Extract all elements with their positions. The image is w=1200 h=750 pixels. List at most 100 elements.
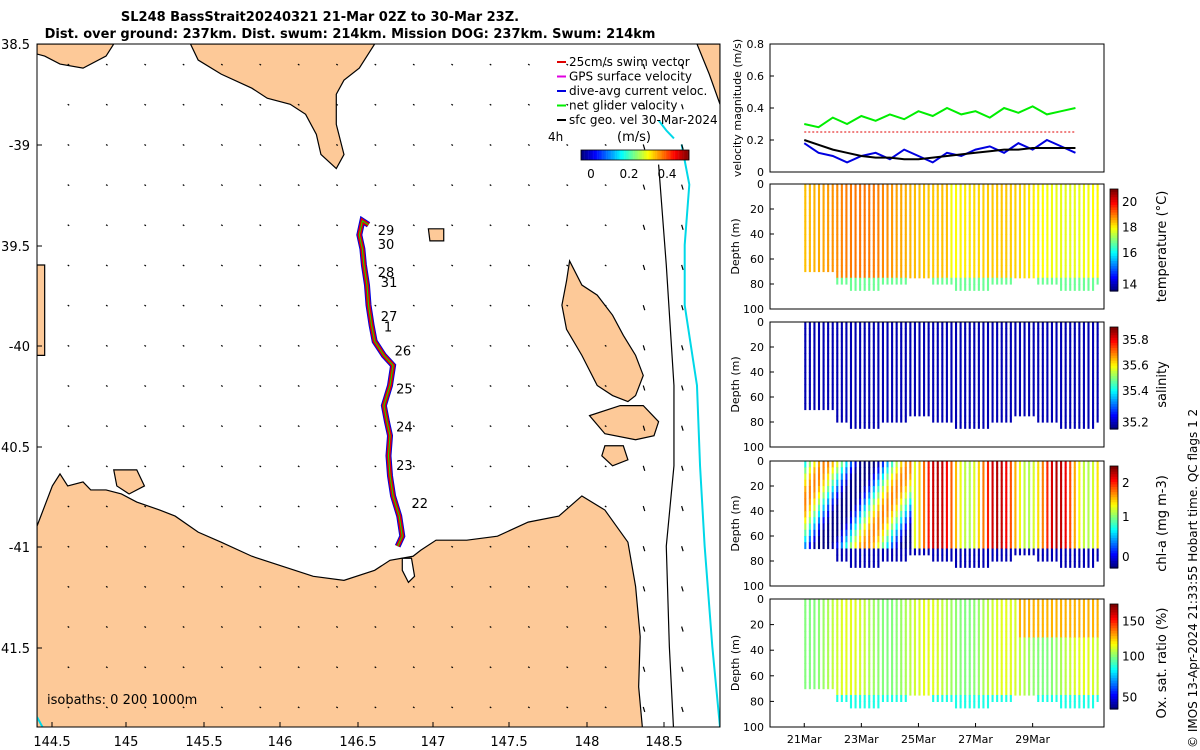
section-cell [859, 252, 862, 260]
section-cell [808, 322, 811, 329]
velocity-arrow [489, 344, 492, 347]
section-cell [863, 372, 866, 379]
section-cell [1023, 384, 1026, 392]
section-cell [1028, 492, 1031, 500]
section-cell [1092, 227, 1095, 235]
section-cell [1028, 618, 1031, 626]
section-cell [804, 479, 807, 487]
section-cell [840, 271, 843, 279]
section-cell [1032, 631, 1035, 638]
section-cell [1078, 486, 1081, 493]
velocity-arrow [566, 465, 569, 468]
section-cell [927, 246, 930, 254]
section-cell [1041, 372, 1044, 379]
section-cell [904, 517, 907, 525]
velocity-arrow [412, 385, 415, 387]
colorbar-cell [1110, 378, 1118, 382]
velocity-arrow [527, 385, 530, 387]
section-cell [1009, 473, 1012, 481]
map-colorbar-cell [611, 150, 614, 160]
section-cell [1082, 265, 1085, 273]
section-cell [1032, 234, 1035, 241]
section-cell [1096, 328, 1099, 336]
section-cell [1060, 184, 1063, 191]
velocity-arrow [297, 224, 300, 227]
section-cell [840, 682, 843, 690]
section-cell [808, 384, 811, 392]
section-cell [1078, 196, 1081, 204]
section-cell [954, 334, 958, 342]
velocity-arrow [374, 184, 377, 187]
section-cell [872, 486, 875, 493]
section-cell [808, 536, 811, 543]
section-cell [986, 384, 990, 392]
section-cell [904, 643, 907, 651]
section-cell [804, 347, 807, 354]
section-cell [1000, 461, 1003, 468]
section-cell [991, 650, 994, 658]
section-cell [927, 473, 930, 481]
section-cell [909, 365, 912, 373]
section-cell [1078, 334, 1081, 342]
section-cell [932, 536, 935, 543]
section-cell [1092, 403, 1095, 411]
section-cell [1028, 511, 1031, 518]
section-cell [1087, 277, 1090, 285]
section-cell [1018, 190, 1022, 198]
section-cell [927, 403, 930, 411]
section-cell [968, 542, 971, 550]
section-cell [863, 277, 866, 285]
section-cell [982, 656, 985, 664]
section-cell [877, 221, 880, 229]
section-cell [1064, 415, 1067, 423]
section-cell [813, 209, 816, 216]
section-cell [932, 372, 935, 379]
section-cell [863, 624, 866, 632]
section-cell [918, 234, 921, 241]
section-cell [868, 548, 871, 556]
section-cell [827, 517, 830, 525]
velocity-arrow [335, 224, 339, 227]
section-cell [964, 252, 967, 260]
section-cell [1064, 492, 1067, 500]
section-cell [1037, 650, 1040, 658]
section-cell [1037, 618, 1040, 626]
section-cell [822, 599, 825, 606]
section-cell [923, 384, 926, 392]
section-cell [918, 384, 921, 392]
section-cell [1000, 234, 1003, 241]
section-cell [1014, 384, 1017, 392]
section-cell [1000, 390, 1003, 398]
colorbar-cell [1110, 393, 1118, 397]
section-cell [986, 422, 990, 429]
section-cell [1037, 328, 1040, 336]
section-cell [804, 403, 807, 411]
section-cell [813, 334, 816, 342]
section-cell [849, 378, 853, 386]
section-cell [904, 328, 907, 336]
section-cell [840, 378, 843, 386]
section-cell [831, 599, 834, 606]
section-cell [1060, 492, 1063, 500]
section-cell [1092, 511, 1095, 518]
section-cell [817, 624, 821, 632]
section-cell [1028, 504, 1031, 512]
velocity-arrow [105, 224, 108, 227]
map-colorbar-cell [676, 150, 679, 160]
section-cell [1009, 202, 1012, 210]
section-cell [950, 403, 953, 411]
section-cell [1060, 504, 1063, 512]
section-cell [1060, 234, 1063, 241]
section-cell [959, 322, 962, 329]
section-cell [1073, 650, 1076, 658]
section-cell [996, 221, 999, 229]
section-cell [1092, 252, 1095, 260]
colorbar-tick-label: 18 [1122, 220, 1137, 234]
section-cell [1014, 504, 1017, 512]
section-cell [1064, 372, 1067, 379]
section-cell [986, 650, 990, 658]
section-cell [827, 637, 830, 645]
section-cell [913, 397, 916, 404]
section-cell [1055, 624, 1058, 632]
section-cell [909, 492, 912, 500]
